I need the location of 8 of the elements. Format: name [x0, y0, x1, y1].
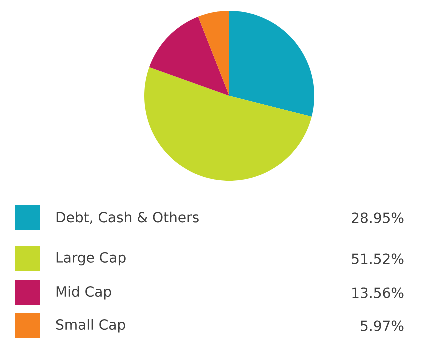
- data-label: 28.95%: [352, 212, 404, 224]
- data-label: 51.52%: [352, 254, 404, 264]
- legend-label: Large Cap: [56, 252, 126, 266]
- data-label: 5.97%: [361, 320, 404, 332]
- data-label: 13.56%: [352, 288, 404, 298]
- legend-label: Debt, Cash & Others: [56, 212, 199, 224]
- legend-label: Mid Cap: [56, 286, 112, 300]
- legend-label: Small Cap: [56, 319, 126, 333]
